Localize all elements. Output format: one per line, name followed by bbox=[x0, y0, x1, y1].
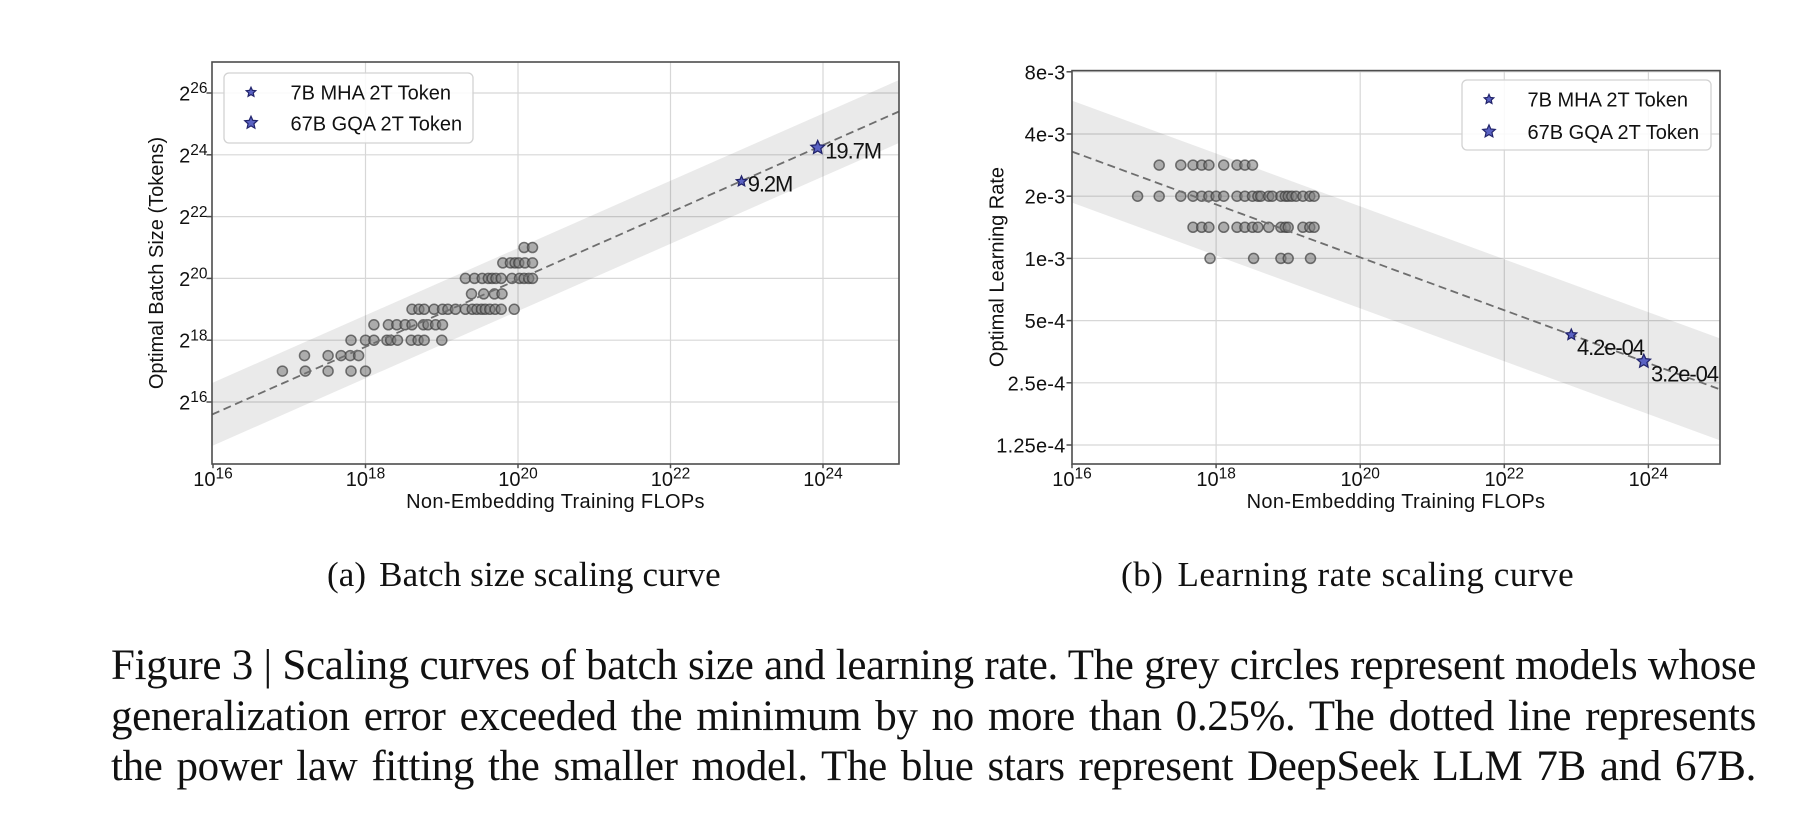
svg-text:224: 224 bbox=[179, 142, 208, 167]
svg-text:Non-Embedding Training FLOPs: Non-Embedding Training FLOPs bbox=[406, 491, 705, 513]
svg-text:220: 220 bbox=[179, 266, 208, 291]
svg-text:1e-3: 1e-3 bbox=[1025, 249, 1066, 271]
svg-text:(a)Batch size scaling curve: (a) Batch size scaling curve bbox=[327, 555, 721, 594]
svg-text:1020: 1020 bbox=[498, 466, 538, 491]
svg-text:1018: 1018 bbox=[346, 466, 386, 491]
svg-text:222: 222 bbox=[179, 204, 207, 229]
svg-text:1018: 1018 bbox=[1196, 466, 1236, 491]
svg-text:226: 226 bbox=[179, 80, 207, 105]
svg-text:Optimal Learning Rate: Optimal Learning Rate bbox=[987, 167, 1009, 367]
svg-text:19.7M: 19.7M bbox=[825, 139, 881, 164]
svg-text:1016: 1016 bbox=[1052, 466, 1092, 491]
svg-text:Non-Embedding Training FLOPs: Non-Embedding Training FLOPs bbox=[1247, 491, 1546, 513]
svg-text:Optimal Batch Size (Tokens): Optimal Batch Size (Tokens) bbox=[146, 137, 168, 389]
svg-text:1024: 1024 bbox=[1629, 466, 1669, 491]
svg-text:4.2e-04: 4.2e-04 bbox=[1577, 335, 1645, 360]
svg-text:8e-3: 8e-3 bbox=[1025, 62, 1066, 84]
svg-text:67B GQA 2T Token: 67B GQA 2T Token bbox=[291, 113, 463, 135]
svg-text:216: 216 bbox=[179, 389, 207, 414]
svg-text:2e-3: 2e-3 bbox=[1025, 187, 1066, 209]
svg-text:1020: 1020 bbox=[1340, 466, 1380, 491]
svg-text:5e-4: 5e-4 bbox=[1025, 311, 1066, 333]
svg-text:1022: 1022 bbox=[651, 466, 691, 491]
svg-text:4e-3: 4e-3 bbox=[1025, 125, 1066, 147]
svg-text:67B GQA 2T Token: 67B GQA 2T Token bbox=[1528, 122, 1700, 144]
svg-text:218: 218 bbox=[179, 327, 207, 352]
svg-text:1022: 1022 bbox=[1485, 466, 1525, 491]
svg-text:7B MHA 2T Token: 7B MHA 2T Token bbox=[291, 83, 451, 105]
svg-text:1016: 1016 bbox=[193, 466, 233, 491]
svg-text:1024: 1024 bbox=[803, 466, 843, 491]
svg-text:9.2M: 9.2M bbox=[748, 172, 793, 197]
svg-text:2.5e-4: 2.5e-4 bbox=[1008, 373, 1066, 395]
svg-text:1.25e-4: 1.25e-4 bbox=[996, 436, 1065, 458]
svg-text:7B MHA 2T Token: 7B MHA 2T Token bbox=[1528, 90, 1688, 112]
svg-text:3.2e-04: 3.2e-04 bbox=[1651, 362, 1719, 387]
svg-text:(b)Learning rate scaling curve: (b) Learning rate scaling curve bbox=[1121, 555, 1574, 594]
